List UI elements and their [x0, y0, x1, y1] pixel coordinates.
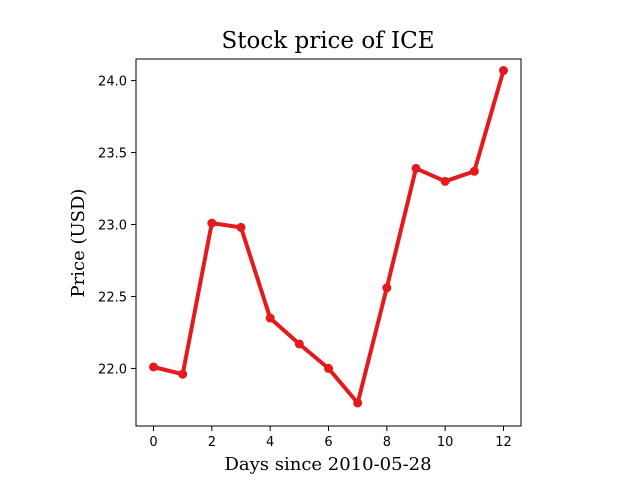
data-point	[149, 362, 158, 372]
data-point	[265, 313, 275, 323]
data-point	[294, 339, 304, 349]
data-point	[178, 369, 188, 379]
y-tick-label: 23.5	[98, 147, 127, 162]
x-tick-label: 10	[437, 435, 454, 450]
x-axis-ticks: 0 2 4 6 8 10 12	[149, 426, 512, 450]
data-points	[149, 66, 508, 408]
data-point	[207, 218, 217, 228]
y-tick-label: 22.5	[98, 290, 127, 305]
x-tick-label: 6	[324, 435, 332, 450]
price-series-line	[151, 68, 506, 405]
x-tick-label: 2	[208, 435, 216, 450]
data-point	[236, 222, 246, 232]
data-point	[440, 176, 450, 186]
y-tick-label: 22.0	[98, 362, 127, 377]
x-tick-label: 0	[149, 435, 157, 450]
data-point	[499, 66, 508, 76]
data-point	[469, 166, 479, 176]
x-axis-label: Days since 2010-05-28	[224, 454, 431, 475]
y-axis-label: Price (USD)	[68, 189, 89, 298]
data-point	[324, 363, 333, 373]
data-point	[353, 398, 363, 408]
y-tick-label: 24.0	[98, 75, 127, 90]
data-point	[411, 163, 421, 173]
x-tick-label: 8	[383, 435, 391, 450]
x-tick-label: 4	[266, 435, 274, 450]
x-tick-label: 12	[495, 435, 512, 450]
data-point	[382, 283, 392, 293]
plot-frame	[135, 58, 522, 427]
chart-title: Stock price of ICE	[222, 28, 435, 54]
y-tick-label: 23.0	[98, 219, 127, 234]
y-axis-ticks: 22.0 22.5 23.0 23.5 24.0	[98, 75, 136, 377]
